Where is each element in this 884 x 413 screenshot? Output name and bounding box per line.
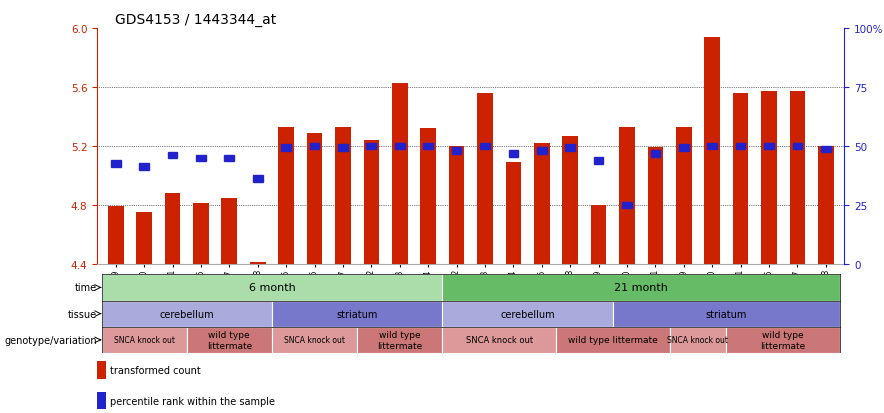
Bar: [449, 147, 464, 264]
Text: percentile rank within the sample: percentile rank within the sample: [110, 396, 275, 406]
Bar: [102, 327, 187, 353]
Bar: [821, 146, 831, 153]
Bar: [676, 128, 691, 264]
Bar: [196, 155, 206, 161]
Bar: [534, 144, 550, 264]
Bar: [764, 143, 774, 150]
Text: wild type
littermate: wild type littermate: [207, 330, 252, 350]
Text: SNCA knock out: SNCA knock out: [667, 335, 728, 344]
Bar: [136, 213, 152, 264]
Bar: [452, 148, 461, 154]
Text: SNCA knock out: SNCA knock out: [466, 335, 533, 344]
Bar: [651, 151, 660, 157]
Bar: [556, 327, 669, 353]
Bar: [508, 151, 518, 157]
Bar: [253, 176, 263, 182]
Bar: [272, 301, 442, 327]
Bar: [140, 164, 149, 171]
Text: cerebellum: cerebellum: [159, 309, 214, 319]
Bar: [506, 163, 522, 264]
Text: tissue: tissue: [68, 309, 97, 319]
Bar: [164, 194, 180, 264]
Bar: [562, 136, 578, 264]
Bar: [222, 198, 237, 264]
Bar: [619, 128, 635, 264]
Bar: [789, 92, 805, 264]
Bar: [108, 207, 124, 264]
Bar: [97, 392, 106, 410]
Bar: [442, 301, 613, 327]
Bar: [250, 263, 265, 264]
Bar: [110, 161, 120, 168]
Bar: [225, 155, 234, 161]
Text: wild type
littermate: wild type littermate: [760, 330, 806, 350]
Text: cerebellum: cerebellum: [500, 309, 555, 319]
Text: striatum: striatum: [705, 309, 747, 319]
Bar: [442, 327, 556, 353]
Text: transformed count: transformed count: [110, 365, 201, 375]
Text: 21 month: 21 month: [614, 283, 668, 293]
Bar: [477, 94, 492, 264]
Bar: [278, 128, 293, 264]
Bar: [335, 128, 351, 264]
Text: SNCA knock out: SNCA knock out: [284, 335, 345, 344]
Bar: [338, 145, 347, 151]
Bar: [669, 327, 727, 353]
Bar: [761, 92, 777, 264]
Bar: [733, 94, 749, 264]
Bar: [187, 327, 272, 353]
Text: wild type
littermate: wild type littermate: [377, 330, 423, 350]
Bar: [307, 133, 323, 264]
Bar: [594, 158, 604, 164]
Bar: [622, 202, 632, 209]
Bar: [97, 361, 106, 379]
Text: genotype/variation: genotype/variation: [4, 335, 97, 345]
Bar: [168, 152, 178, 159]
Bar: [363, 141, 379, 264]
Bar: [735, 143, 745, 150]
Bar: [648, 148, 663, 264]
Bar: [679, 145, 689, 151]
Bar: [272, 327, 357, 353]
Text: wild type littermate: wild type littermate: [568, 335, 658, 344]
Bar: [537, 148, 546, 154]
Bar: [793, 143, 802, 150]
Bar: [309, 143, 319, 150]
Text: GDS4153 / 1443344_at: GDS4153 / 1443344_at: [115, 13, 276, 27]
Bar: [102, 301, 272, 327]
Bar: [480, 143, 490, 150]
Bar: [818, 147, 834, 264]
Bar: [705, 38, 720, 264]
Bar: [420, 129, 436, 264]
Bar: [727, 327, 840, 353]
Bar: [613, 301, 840, 327]
Text: 6 month: 6 month: [248, 283, 295, 293]
Bar: [102, 275, 442, 301]
Bar: [707, 143, 717, 150]
Text: striatum: striatum: [337, 309, 377, 319]
Text: time: time: [75, 283, 97, 293]
Bar: [591, 206, 606, 264]
Bar: [423, 143, 433, 150]
Bar: [281, 145, 291, 151]
Bar: [392, 83, 408, 264]
Bar: [395, 143, 405, 150]
Bar: [565, 145, 575, 151]
Bar: [357, 327, 442, 353]
Text: SNCA knock out: SNCA knock out: [114, 335, 175, 344]
Bar: [367, 143, 377, 150]
Bar: [442, 275, 840, 301]
Bar: [193, 204, 209, 264]
